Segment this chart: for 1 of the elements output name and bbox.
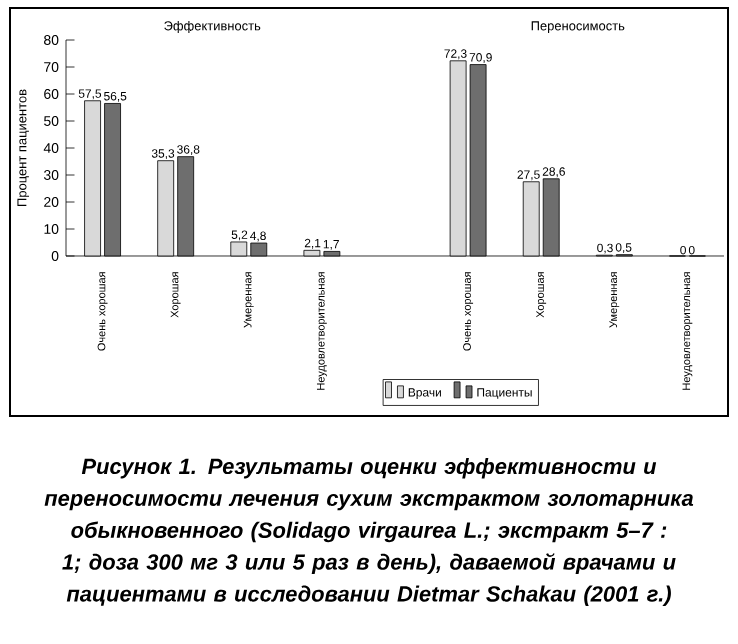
text: Рисунок 1. Результаты оценки эффективности и переносимости лечения сухим экстрактом золотарника обыкновенного (Solidago virgaurea L.; экстракт 5–7 : 1; доза 300 мг 3 или 5 раз в день), даваемой врачами и пациентами в исследовании Dietmar Schakau (2001 г.) bbox=[44, 458, 694, 606]
